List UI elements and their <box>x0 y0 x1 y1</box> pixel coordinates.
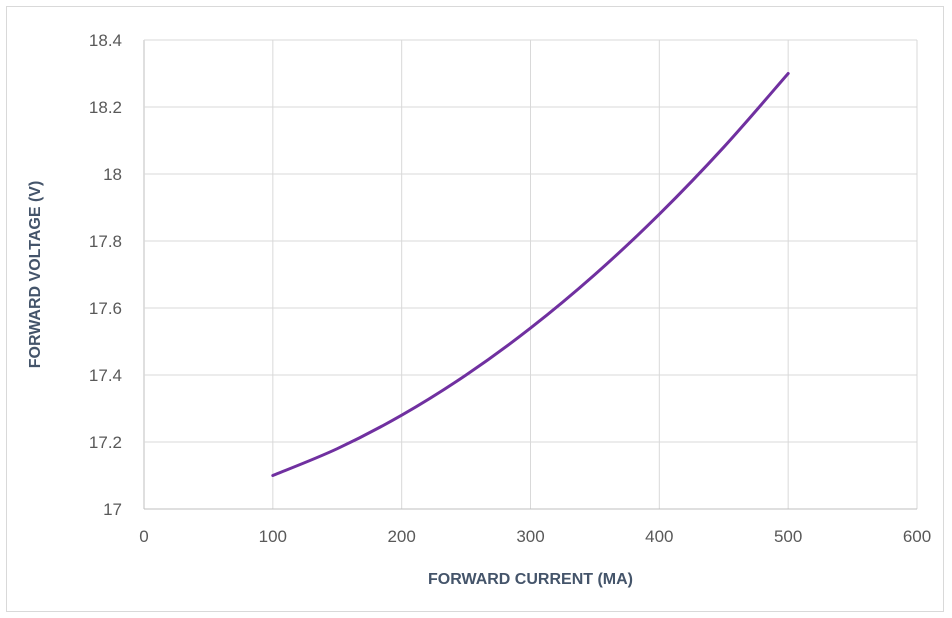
series-line <box>271 72 790 477</box>
x-tick-label: 300 <box>516 527 544 546</box>
y-tick-label: 18.4 <box>89 31 122 50</box>
x-tick-label: 200 <box>387 527 415 546</box>
y-axis-title: FORWARD VOLTAGE (V) <box>27 181 44 369</box>
y-tick-label: 17.4 <box>89 366 122 385</box>
x-tick-label: 500 <box>774 527 802 546</box>
x-tick-labels: 0 100 200 300 400 500 600 <box>139 527 931 546</box>
x-tick-label: 600 <box>903 527 931 546</box>
y-tick-label: 17.6 <box>89 299 122 318</box>
x-axis-title: FORWARD CURRENT (MA) <box>428 571 633 588</box>
y-tick-label: 18.2 <box>89 98 122 117</box>
gridlines <box>143 39 918 510</box>
x-tick-label: 0 <box>139 527 148 546</box>
y-tick-label: 18 <box>103 165 122 184</box>
x-tick-label: 400 <box>645 527 673 546</box>
series-lines <box>271 72 790 477</box>
x-tick-label: 100 <box>259 527 287 546</box>
y-tick-label: 17.2 <box>89 433 122 452</box>
y-tick-label: 17 <box>103 500 122 519</box>
y-tick-label: 17.8 <box>89 232 122 251</box>
y-tick-labels: 17 17.2 17.4 17.6 17.8 18 18.2 18.4 <box>89 31 122 519</box>
